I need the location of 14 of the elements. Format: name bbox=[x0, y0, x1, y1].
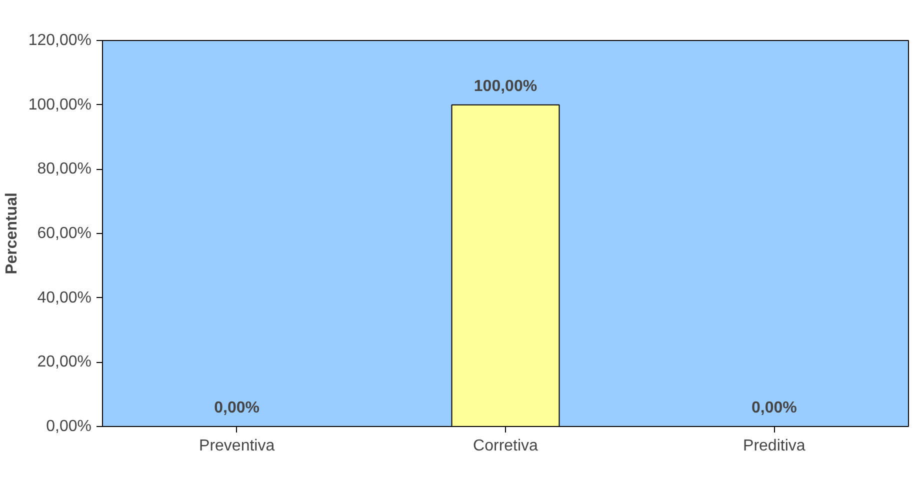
y-tick-label: 80,00% bbox=[37, 160, 92, 178]
data-label: 0,00% bbox=[751, 400, 797, 416]
x-tick-label: Corretiva bbox=[473, 438, 538, 454]
y-tick-label: 0,00% bbox=[46, 418, 92, 435]
y-tick-label: 60,00% bbox=[37, 225, 92, 242]
y-tick-label: 120,00% bbox=[28, 32, 92, 49]
y-tick-label: 20,00% bbox=[37, 354, 92, 371]
y-tick-label: 40,00% bbox=[37, 289, 92, 306]
y-axis-title: Percentual bbox=[3, 192, 20, 274]
y-tick-label: 100,00% bbox=[28, 96, 92, 114]
data-label: 100,00% bbox=[474, 78, 538, 95]
x-tick-label: Preditiva bbox=[743, 438, 806, 454]
x-tick-label: Preventiva bbox=[199, 438, 275, 454]
data-label: 0,00% bbox=[214, 400, 260, 416]
